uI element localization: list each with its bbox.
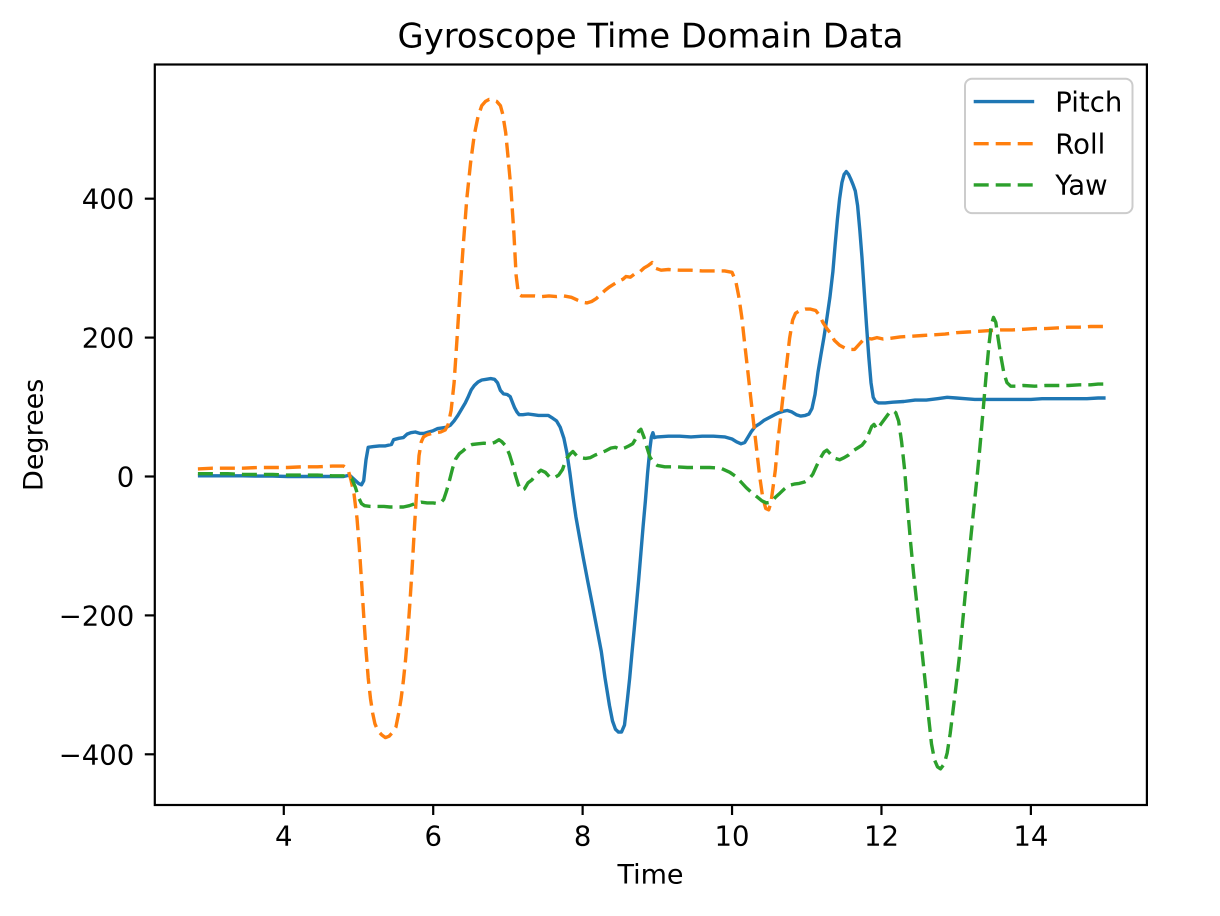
y-tick-label: 200 <box>82 323 135 355</box>
legend-label-roll: Roll <box>1055 129 1105 161</box>
y-tick-label: −200 <box>59 600 135 632</box>
series-line-pitch <box>197 169 1106 734</box>
legend: Pitch Roll Yaw <box>964 77 1134 215</box>
y-axis: −400 −200 0 200 400 <box>59 184 155 771</box>
x-tick-label: 14 <box>1013 821 1048 853</box>
plot-area-border <box>153 63 1148 807</box>
y-tick-label: 0 <box>117 461 135 493</box>
x-tick-label: 6 <box>424 821 442 853</box>
series-line-yaw <box>197 315 1106 771</box>
y-tick-label: −400 <box>59 739 135 771</box>
x-tick-label: 8 <box>574 821 592 853</box>
series-lines <box>197 97 1106 771</box>
legend-label-pitch: Pitch <box>1055 86 1122 118</box>
x-axis: 4 6 8 10 12 14 <box>275 805 1048 853</box>
y-tick-label: 400 <box>82 184 135 216</box>
series-line-roll <box>197 97 1106 740</box>
chart-title: Gyroscope Time Domain Data <box>398 17 904 56</box>
x-tick-label: 12 <box>864 821 899 853</box>
legend-box <box>964 77 1134 215</box>
x-tick-label: 4 <box>275 821 293 853</box>
legend-label-yaw: Yaw <box>1054 170 1107 202</box>
y-axis-label: Degrees <box>19 379 50 491</box>
x-axis-label: Time <box>616 860 683 891</box>
x-tick-label: 10 <box>715 821 750 853</box>
legend-entries: Pitch Roll Yaw <box>973 86 1122 202</box>
